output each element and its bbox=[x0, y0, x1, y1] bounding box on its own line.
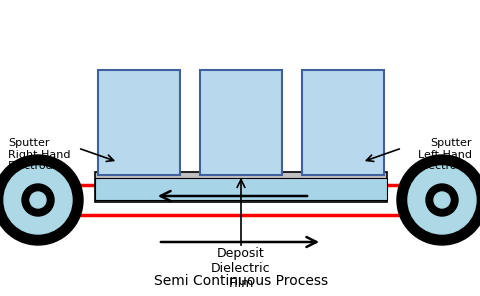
Text: Deposit
Dielectric
Film: Deposit Dielectric Film bbox=[211, 247, 271, 290]
Circle shape bbox=[30, 192, 46, 208]
Bar bbox=[95, 178, 387, 200]
Text: Semi Continuous Process: Semi Continuous Process bbox=[154, 274, 328, 288]
Bar bbox=[98, 70, 180, 175]
Bar bbox=[200, 70, 282, 175]
Circle shape bbox=[0, 155, 83, 245]
Bar bbox=[302, 70, 384, 175]
Text: Sputter
Left Hand
Electrode: Sputter Left Hand Electrode bbox=[418, 138, 472, 171]
Circle shape bbox=[397, 155, 480, 245]
Circle shape bbox=[408, 166, 476, 234]
Text: Sputter
Right Hand
Electrode: Sputter Right Hand Electrode bbox=[8, 138, 71, 171]
Circle shape bbox=[426, 184, 458, 216]
Circle shape bbox=[22, 184, 54, 216]
Circle shape bbox=[434, 192, 450, 208]
Circle shape bbox=[4, 166, 72, 234]
Bar bbox=[95, 172, 387, 202]
